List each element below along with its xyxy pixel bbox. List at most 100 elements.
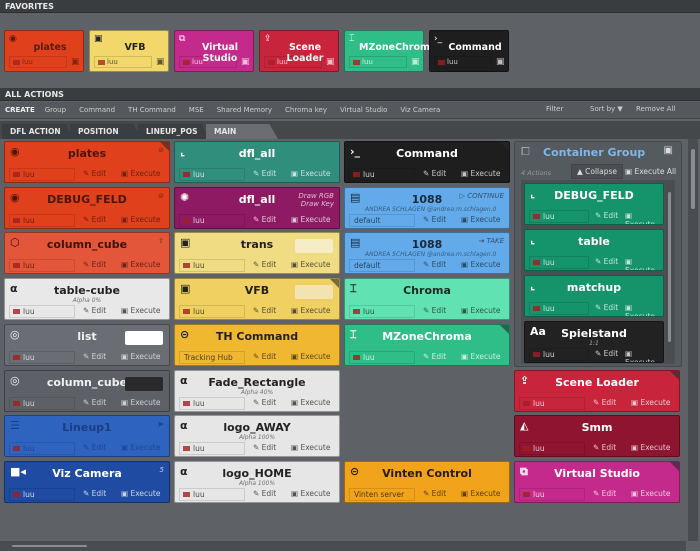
execute-icon[interactable]: ▣ [411, 57, 420, 67]
create-mse-button[interactable]: MSE [188, 106, 204, 114]
edit-button[interactable]: ✎ Edit [253, 214, 277, 224]
channel-dropdown[interactable]: luu [349, 305, 415, 319]
edit-button[interactable]: ✎ Edit [593, 397, 617, 407]
execute-button[interactable]: ▣ Execute [121, 443, 161, 453]
favorite-tile[interactable]: ⧉ Virtual Studio luu ▣ [174, 30, 254, 72]
channel-dropdown[interactable]: luu [9, 350, 75, 364]
execute-button[interactable]: ▣ Execute [461, 260, 501, 270]
action-tile[interactable]: ⌞ table luu ✎ Edit ▣ Execute [524, 229, 664, 271]
channel-dropdown[interactable]: luu [179, 442, 245, 456]
execute-button[interactable]: ▣ Execute [461, 214, 501, 224]
channel-dropdown[interactable]: luu [529, 256, 589, 269]
action-tile[interactable]: ▤ 1088 ANDREA SCHLAGEN @andrea.m.schlagen.… [344, 232, 510, 275]
remove-all-button[interactable]: Remove All [636, 105, 676, 113]
action-tile[interactable]: ⌞ DEBUG_FELD luu ✎ Edit ▣ Execute [524, 183, 664, 225]
action-tile[interactable]: ⬡ column_cube ⇧ luu ✎ Edit ▣ Execute [4, 232, 170, 275]
action-tile[interactable]: ☰ Lineup1 ▶ luu ✎ Edit ▣ Execute [4, 415, 170, 458]
execute-button[interactable]: ▣ Execute [121, 169, 161, 178]
edit-button[interactable]: ✎ Edit [253, 397, 277, 407]
edit-button[interactable]: ✎ Edit [253, 260, 277, 270]
action-tile[interactable]: α Fade_Rectangle Alpha 40% luu ✎ Edit ▣ Execu… [174, 369, 340, 412]
execute-button[interactable]: ▣ Execute [291, 260, 331, 270]
filter-button[interactable]: Filter [546, 105, 564, 113]
execute-icon[interactable]: ▣ [156, 57, 165, 67]
execute-button[interactable]: ▣ Execute [121, 306, 161, 316]
edit-button[interactable]: ✎ Edit [83, 351, 107, 361]
channel-dropdown[interactable]: luu [179, 396, 245, 410]
favorite-tile[interactable]: ⌶ MZoneChroma luu ▣ [344, 30, 436, 72]
execute-button[interactable]: ▣ Execute [631, 397, 671, 407]
channel-dropdown[interactable]: luu [179, 487, 245, 501]
channel-dropdown[interactable]: luu [9, 213, 75, 227]
tab-lineup-pos[interactable]: LINEUP_POS [138, 124, 210, 139]
channel-dropdown[interactable]: luu [529, 302, 589, 315]
execute-button[interactable]: ▣ Execute [291, 306, 331, 316]
edit-button[interactable]: ✎ Edit [423, 169, 447, 178]
execute-button[interactable]: ▣ Execute [625, 303, 655, 317]
edit-button[interactable]: ✎ Edit [253, 306, 277, 316]
action-tile[interactable]: ▣ VFB luu ✎ Edit ▣ Execute [174, 278, 340, 321]
channel-dropdown[interactable]: luu [349, 168, 415, 181]
action-tile[interactable]: ⌶ MZoneChroma luu ✎ Edit ▣ Execute [344, 323, 510, 366]
favorite-tile[interactable]: ▣ VFB luu ▣ [89, 30, 169, 72]
edit-button[interactable]: ✎ Edit [83, 397, 107, 407]
execute-button[interactable]: ▣ Execute [461, 351, 501, 361]
action-tile[interactable]: ⌞ dfl_all luu ✎ Edit ▣ Execute [174, 141, 340, 183]
action-tile[interactable]: ⊝ TH Command Tracking Hub ✎ Edit ▣ Execute [174, 323, 340, 366]
execute-button[interactable]: ▣ Execute [631, 488, 671, 498]
edit-button[interactable]: ✎ Edit [253, 351, 277, 361]
channel-dropdown[interactable]: luu [349, 56, 407, 68]
favorite-tile[interactable]: ›_ Command luu ▣ [429, 30, 509, 72]
action-tile[interactable]: α table-cube Alpha 0% luu ✎ Edit ▣ Execute [4, 278, 170, 321]
action-tile[interactable]: ⇪ Scene Loader luu ✎ Edit ▣ Execute [514, 369, 680, 412]
channel-dropdown[interactable]: luu [264, 56, 322, 68]
channel-dropdown[interactable]: default [349, 259, 415, 273]
vertical-scrollbar[interactable] [688, 139, 698, 541]
action-tile[interactable]: α logo_HOME Alpha 100% luu ✎ Edit ▣ Execute [174, 460, 340, 503]
action-tile[interactable]: Aa Spielstand 1:1 luu ✎ Edit ▣ Execute [524, 321, 664, 363]
edit-button[interactable]: ✎ Edit [83, 443, 107, 453]
edit-button[interactable]: ✎ Edit [253, 169, 277, 178]
sort-by-button[interactable]: Sort by ▼ [590, 105, 623, 113]
channel-dropdown[interactable]: luu [434, 56, 492, 68]
channel-dropdown[interactable]: luu [529, 210, 589, 223]
channel-dropdown[interactable]: luu [9, 305, 75, 319]
edit-button[interactable]: ✎ Edit [423, 351, 447, 361]
favorite-tile[interactable]: ⇪ Scene Loader luu ▣ [259, 30, 339, 72]
edit-button[interactable]: ✎ Edit [595, 257, 619, 266]
execute-button[interactable]: ▣ Execute [625, 211, 655, 225]
edit-button[interactable]: ✎ Edit [595, 349, 619, 358]
channel-dropdown[interactable]: luu [9, 259, 75, 273]
channel-dropdown[interactable]: luu [519, 442, 585, 456]
channel-dropdown[interactable]: luu [179, 56, 237, 68]
action-tile[interactable]: ◉ DEBUG_FELD ⊘ luu ✎ Edit ▣ Execute [4, 186, 170, 229]
tab-dfl-action[interactable]: DFL ACTION [2, 124, 74, 139]
create-group-button[interactable]: Group [44, 106, 67, 114]
action-tile[interactable]: ■◂ Viz Camera 5 luu ✎ Edit ▣ Execute [4, 460, 170, 503]
execute-button[interactable]: ▣ Execute [461, 488, 501, 498]
create-virtual-studio-button[interactable]: Virtual Studio [339, 106, 388, 114]
execute-button[interactable]: ▣ Execute [291, 214, 331, 224]
horizontal-scrollbar[interactable] [0, 541, 686, 551]
create-chroma-key-button[interactable]: Chroma key [285, 106, 327, 114]
action-tile[interactable]: α logo_AWAY Alpha 100% luu ✎ Edit ▣ Execute [174, 415, 340, 458]
edit-button[interactable]: ✎ Edit [83, 488, 107, 498]
execute-button[interactable]: ▣ Execute [291, 169, 331, 178]
channel-dropdown[interactable]: luu [179, 168, 245, 181]
execute-button[interactable]: ▣ Execute [121, 260, 161, 270]
action-tile[interactable]: ◎ list luu ✎ Edit ▣ Execute [4, 323, 170, 366]
edit-button[interactable]: ✎ Edit [83, 260, 107, 270]
action-tile[interactable]: ⌞ matchup luu ✎ Edit ▣ Execute [524, 275, 664, 317]
execute-button[interactable]: ▣ Execute [291, 351, 331, 361]
create-shared-memory-button[interactable]: Shared Memory [216, 106, 273, 114]
edit-button[interactable]: ✎ Edit [253, 488, 277, 498]
action-tile[interactable]: ⊝ Vinten Control Vinten server ✎ Edit ▣ Exec… [344, 460, 510, 503]
channel-dropdown[interactable]: luu [179, 213, 245, 227]
channel-dropdown[interactable]: default [349, 213, 415, 227]
channel-dropdown[interactable]: luu [349, 350, 415, 364]
collapse-button[interactable]: ▲ Collapse [571, 164, 624, 179]
channel-dropdown[interactable]: luu [9, 442, 75, 456]
channel-dropdown[interactable]: luu [9, 56, 67, 68]
channel-dropdown[interactable]: luu [519, 396, 585, 410]
action-tile[interactable]: ✺ dfl_all Draw RGB Draw Key luu ✎ Edit ▣ Exec… [174, 186, 340, 229]
